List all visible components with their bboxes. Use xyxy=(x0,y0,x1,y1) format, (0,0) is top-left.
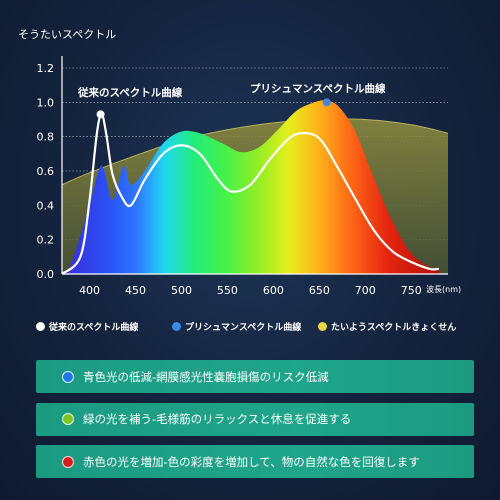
conventional-peak-point xyxy=(96,110,105,119)
x-tick-label: 750 xyxy=(401,284,422,297)
x-axis-label: 波長(nm) xyxy=(426,284,461,294)
x-tick-label: 400 xyxy=(79,284,100,297)
red-dot-icon xyxy=(62,455,74,468)
legend-label-prismus: プリシュマンスペクトル曲線 xyxy=(185,323,302,333)
feature-list: 青色光の低減-網膜感光性嚢胞損傷のリスク低減 緑の光を補う-毛様筋のリラックスと… xyxy=(36,360,474,488)
y-tick-label: 1.0 xyxy=(37,96,55,109)
annotation-conventional: 従来のスペクトル曲線 xyxy=(77,86,183,99)
spectrum-chart: 0.0 0.2 0.4 0.6 0.8 1.0 1.2 400 450 500 550 600 650 7… xyxy=(18,28,461,297)
y-tick-label: 0.6 xyxy=(37,165,55,178)
feature-text: 青色光の低減-網膜感光性嚢胞損傷のリスク低減 xyxy=(83,369,329,384)
y-tick-label: 0.0 xyxy=(37,268,55,281)
feature-blue-light: 青色光の低減-網膜感光性嚢胞損傷のリスク低減 xyxy=(36,360,474,393)
green-dot-icon xyxy=(62,413,74,425)
y-tick-label: 0.8 xyxy=(37,131,55,144)
y-axis-label: そうたいスペクトル xyxy=(18,28,116,41)
yellow-dot-icon xyxy=(318,322,327,331)
blue-dot-icon xyxy=(62,370,74,383)
x-tick-label: 650 xyxy=(309,284,330,297)
legend-item-prismus: プリシュマンスペクトル曲線 xyxy=(172,320,301,333)
feature-text: 緑の光を補う-毛様筋のリラックスと休息を促進する xyxy=(83,412,352,426)
x-tick-label: 550 xyxy=(217,284,238,297)
legend: 従来のスペクトル曲線 プリシュマンスペクトル曲線 たいようスペクトルきょくせん xyxy=(36,320,496,336)
x-tick-label: 500 xyxy=(171,284,192,297)
legend-item-sunlight: たいようスペクトルきょくせん xyxy=(318,320,456,333)
x-tick-label: 700 xyxy=(355,284,376,297)
feature-text: 赤色の光を増加-色の彩度を増加して、物の自然な色を回復します xyxy=(83,454,420,469)
blue-dot-icon xyxy=(172,322,181,331)
y-tick-label: 0.4 xyxy=(37,199,55,212)
annotation-prismus: プリシュマンスペクトル曲線 xyxy=(250,82,386,95)
x-tick-label: 450 xyxy=(125,284,146,297)
white-dot-icon xyxy=(36,322,45,331)
legend-label-conventional: 従来のスペクトル曲線 xyxy=(49,323,139,333)
x-tick-label: 600 xyxy=(263,284,284,297)
legend-item-conventional: 従来のスペクトル曲線 xyxy=(36,320,138,333)
feature-red-light: 赤色の光を増加-色の彩度を増加して、物の自然な色を回復します xyxy=(36,445,474,478)
y-tick-label: 0.2 xyxy=(37,234,55,247)
legend-label-sunlight: たいようスペクトルきょくせん xyxy=(331,323,457,333)
feature-green-light: 緑の光を補う-毛様筋のリラックスと休息を促進する xyxy=(36,402,474,436)
prismus-spectrum-area xyxy=(62,100,439,274)
y-tick-label: 1.2 xyxy=(37,62,55,75)
prismus-peak-point xyxy=(322,98,331,107)
